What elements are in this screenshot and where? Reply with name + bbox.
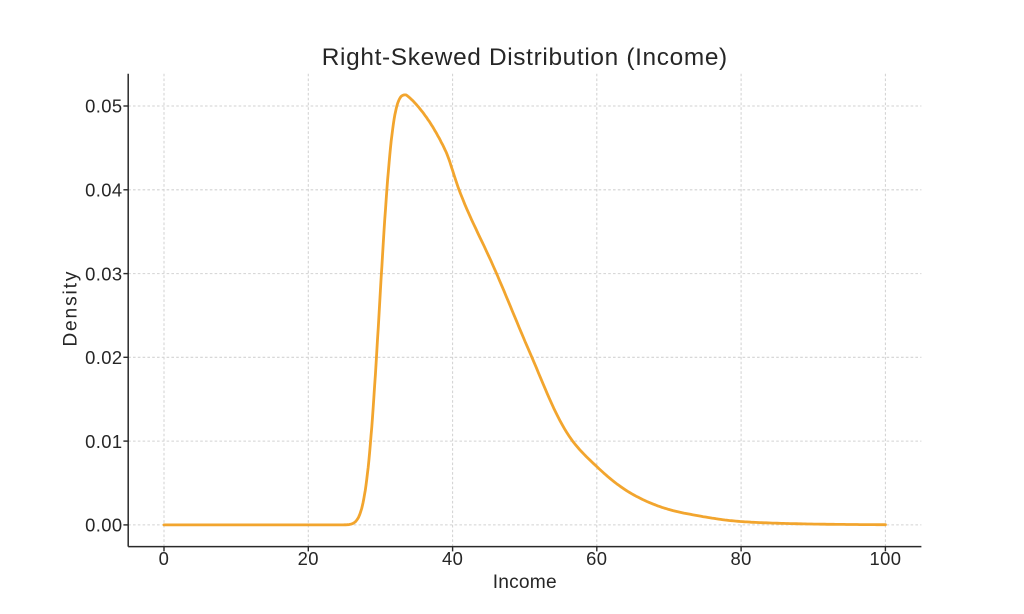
svg-text:0.03: 0.03 bbox=[85, 263, 122, 284]
svg-text:20: 20 bbox=[298, 548, 319, 569]
svg-text:0.05: 0.05 bbox=[85, 96, 122, 117]
svg-text:0.00: 0.00 bbox=[85, 515, 122, 536]
svg-text:0.02: 0.02 bbox=[85, 347, 122, 368]
svg-text:80: 80 bbox=[730, 548, 751, 569]
svg-text:0.04: 0.04 bbox=[85, 180, 122, 201]
svg-text:Income: Income bbox=[493, 572, 557, 593]
svg-text:100: 100 bbox=[869, 548, 901, 569]
svg-text:60: 60 bbox=[586, 548, 607, 569]
svg-text:0: 0 bbox=[159, 548, 170, 569]
svg-text:Right-Skewed Distribution (Inc: Right-Skewed Distribution (Income) bbox=[322, 44, 728, 71]
svg-text:40: 40 bbox=[442, 548, 463, 569]
svg-text:Density: Density bbox=[61, 270, 82, 347]
svg-text:0.01: 0.01 bbox=[85, 431, 122, 452]
